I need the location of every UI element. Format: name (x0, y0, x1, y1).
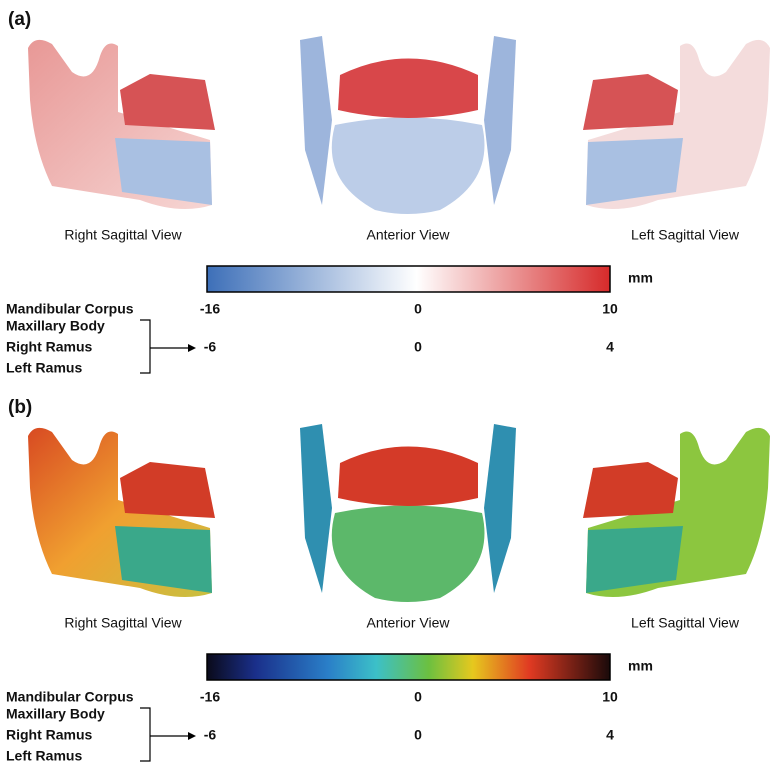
maxilla (120, 462, 215, 518)
anterior-maxilla (338, 59, 478, 119)
panel-label: (b) (8, 397, 32, 418)
view-label: Left Sagittal View (631, 227, 740, 243)
panel-label: (a) (8, 9, 31, 30)
region-label: Left Ramus (6, 360, 82, 376)
anterior-body (332, 506, 485, 603)
left-sagittal (583, 40, 770, 209)
arrow-head (188, 732, 196, 740)
scale-tick: 10 (602, 301, 618, 317)
anterior (300, 424, 516, 602)
anterior-maxilla (338, 447, 478, 507)
region-label: Mandibular Corpus (6, 301, 134, 317)
anterior-body (332, 118, 485, 215)
wing (300, 424, 332, 593)
panel: (a) Right Sagittal View Anterior View Left … (6, 9, 770, 376)
colorbar (207, 654, 610, 680)
maxilla (583, 462, 678, 518)
region-label: Left Ramus (6, 748, 82, 764)
scale-tick: 0 (414, 301, 422, 317)
scale-tick: -6 (204, 727, 217, 743)
view-label: Anterior View (366, 227, 450, 243)
region-label: Maxillary Body (6, 318, 105, 334)
wing (484, 424, 516, 593)
scale-tick: -16 (200, 689, 220, 705)
colorbar (207, 266, 610, 292)
panel: (b) Right Sagittal View Anterior View Left … (6, 397, 770, 764)
region-label: Right Ramus (6, 339, 93, 355)
view-label: Left Sagittal View (631, 615, 740, 631)
wing (300, 36, 332, 205)
maxilla (120, 74, 215, 130)
scale-tick: 0 (414, 689, 422, 705)
scale-tick: 0 (414, 339, 422, 355)
region-label: Maxillary Body (6, 706, 105, 722)
arrow-head (188, 344, 196, 352)
bracket (140, 708, 190, 761)
unit: mm (628, 658, 653, 674)
region-label: Right Ramus (6, 727, 93, 743)
right-sagittal (28, 40, 215, 209)
anterior (300, 36, 516, 214)
scale-tick: -6 (204, 339, 217, 355)
view-label: Anterior View (366, 615, 450, 631)
wing (484, 36, 516, 205)
view-label: Right Sagittal View (64, 615, 182, 631)
scale-tick: -16 (200, 301, 220, 317)
scale-tick: 4 (606, 339, 614, 355)
view-label: Right Sagittal View (64, 227, 182, 243)
right-sagittal (28, 428, 215, 597)
maxilla (583, 74, 678, 130)
scale-tick: 4 (606, 727, 614, 743)
bracket (140, 320, 190, 373)
scale-tick: 10 (602, 689, 618, 705)
figure: (a) Right Sagittal View Anterior View Left … (0, 0, 775, 764)
scale-tick: 0 (414, 727, 422, 743)
left-sagittal (583, 428, 770, 597)
region-label: Mandibular Corpus (6, 689, 134, 705)
unit: mm (628, 270, 653, 286)
